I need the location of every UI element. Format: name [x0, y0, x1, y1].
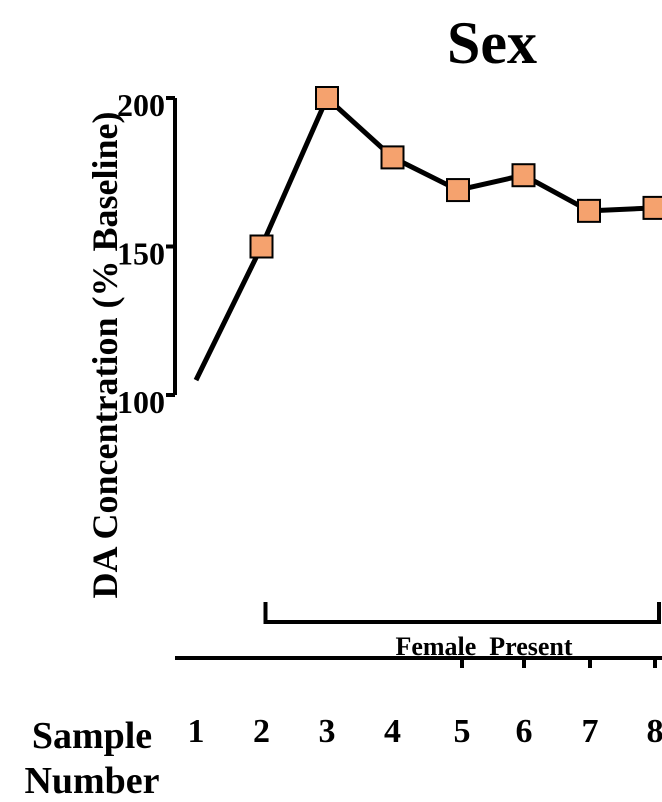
x-tick-label-5: 5	[454, 713, 471, 750]
female-present-bracket	[263, 602, 661, 624]
y-axis-label: DA Concentration (% Baseline)	[85, 112, 125, 599]
marker-sample-2	[249, 234, 274, 259]
marker-sample-4	[380, 145, 405, 170]
x-tick-label-2: 2	[253, 713, 270, 750]
x-ticks: 1 2 3 4 5 6 7 8	[188, 658, 662, 750]
marker-sample-3	[315, 86, 339, 110]
chart-title: Sex	[447, 10, 537, 76]
y-tick-label-100: 100	[117, 384, 165, 420]
marker-sample-5	[446, 178, 470, 203]
x-tick-label-7: 7	[582, 713, 599, 750]
x-tick-label-4: 4	[384, 713, 401, 750]
y-tick-label-150: 150	[117, 236, 165, 272]
x-tick-label-1: 1	[188, 713, 205, 750]
x-tick-label-8: 8	[647, 713, 662, 750]
x-axis-label-line1: Sample	[32, 715, 152, 757]
x-tick-label-6: 6	[516, 713, 533, 750]
data-markers	[249, 86, 662, 259]
marker-sample-8	[642, 195, 662, 220]
y-tick-label-200: 200	[117, 87, 165, 123]
y-ticks: 100 150 200	[117, 87, 175, 420]
x-tick-label-3: 3	[319, 713, 336, 750]
marker-sample-6	[511, 163, 536, 188]
x-axis-label-line2: Number	[24, 760, 159, 802]
marker-sample-7	[577, 198, 601, 223]
